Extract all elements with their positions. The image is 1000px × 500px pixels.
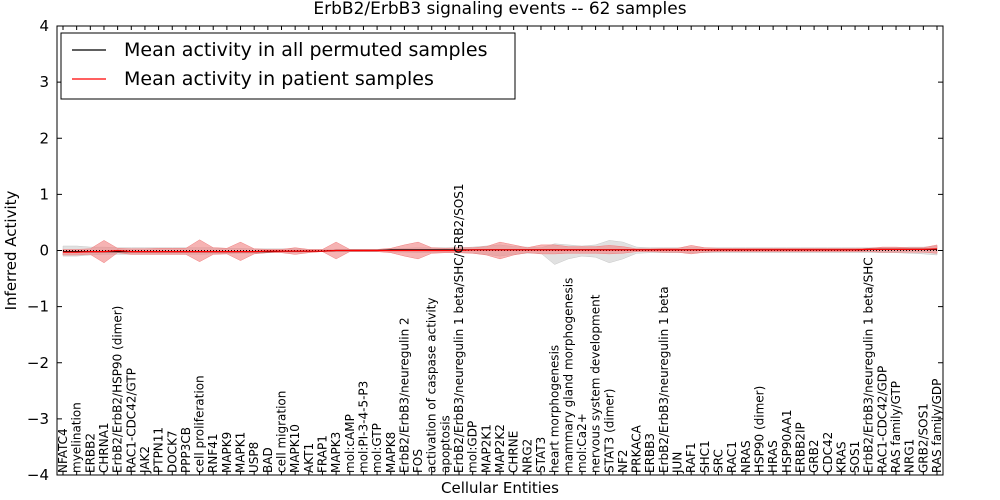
- x-tick-label: ErbB2/ErbB3/neuregulin 2: [397, 317, 411, 473]
- x-tick-label: MAP2K2: [493, 424, 507, 473]
- x-tick-label: ErbB2/ErbB3/neuregulin 1 beta/SHC/GRB2/S…: [452, 183, 466, 473]
- x-tick-label: NRG2: [520, 439, 534, 473]
- x-tick-label: MAPK1: [234, 432, 248, 473]
- x-tick-label: mol:Ca2+: [575, 413, 589, 473]
- y-tick-label: −3: [27, 410, 49, 428]
- x-tick-label: NFATC4: [56, 428, 70, 473]
- x-tick-label: mol:GDP: [466, 421, 480, 473]
- chart-title: ErbB2/ErbB3 signaling events -- 62 sampl…: [313, 0, 686, 19]
- legend-label: Mean activity in all permuted samples: [124, 39, 487, 61]
- x-tick-label: MAPK8: [384, 432, 398, 473]
- x-tick-label: CHRNE: [507, 431, 521, 473]
- x-tick-label: NRG1: [903, 439, 917, 473]
- line-patient: [63, 248, 938, 253]
- x-axis-label: Cellular Entities: [441, 479, 559, 497]
- x-tick-label: RNF41: [206, 434, 220, 474]
- x-tick-label: HSP90 (dimer): [752, 386, 766, 473]
- x-tick-label: USP8: [247, 442, 261, 473]
- x-tick-label: myelination: [70, 402, 84, 473]
- y-tick-label: 0: [39, 242, 49, 260]
- x-tick-label: GRB2: [807, 439, 821, 473]
- x-tick-label: NRAS: [739, 440, 753, 473]
- x-tick-label: ERBB3: [643, 433, 657, 473]
- plot-frame: [56, 25, 944, 476]
- x-tick-label: RAS family/GDP: [930, 379, 944, 473]
- x-tick-label: AKT1: [302, 443, 316, 473]
- x-tick-label: ErbB2/ErbB3/neuregulin 1 beta: [657, 286, 671, 473]
- x-tick-label: heart morphogenesis: [548, 345, 562, 473]
- x-tick-label: JAK2: [138, 446, 152, 474]
- x-tick-label: HRAS: [766, 440, 780, 473]
- x-tick-label: SOS1: [848, 441, 862, 473]
- x-tick-label: PPP3CB: [179, 427, 193, 473]
- x-tick-label: RAC1: [725, 441, 739, 473]
- x-tick-label: RAF1: [684, 442, 698, 473]
- x-tick-label: RAS family/GTP: [889, 381, 903, 473]
- x-tick-label: mol:PI-3-4-5-P3: [356, 381, 370, 473]
- x-tick-label: CHRNA1: [97, 422, 111, 473]
- x-tick-label: mol:cAMP: [343, 414, 357, 473]
- x-tick-label: ERBB2: [83, 433, 97, 473]
- x-tick-label: MAPK3: [329, 432, 343, 473]
- x-tick-label: FRAP1: [315, 435, 329, 473]
- x-tick-label: NF2: [616, 449, 630, 473]
- x-tick-label: SHC1: [698, 440, 712, 473]
- confidence-bands: [62, 239, 938, 265]
- legend-box: [60, 32, 516, 100]
- series-lines: [63, 248, 938, 253]
- x-tick-label: mammary gland morphogenesis: [561, 278, 575, 473]
- x-tick-label: nervous system development: [589, 294, 603, 473]
- x-tick-label: DOCK7: [165, 430, 179, 473]
- x-ticks: NFATC4 myelination ERBB2 CHRNA1 ErbB2/ErbB2/…: [56, 26, 944, 475]
- x-tick-label: MAPK9: [220, 432, 234, 473]
- x-tick-label: activation of caspase activity: [425, 298, 439, 473]
- y-tick-label: −1: [27, 298, 49, 316]
- y-tick-label: 4: [39, 17, 49, 35]
- x-tick-label: GRB2/SOS1: [916, 403, 930, 473]
- x-tick-label: ErbB2/ErbB3/neuregulin 1 beta/SHC: [862, 257, 876, 473]
- y-axis-label: Inferred Activity: [2, 190, 20, 310]
- legend-label: Mean activity in patient samples: [124, 68, 434, 90]
- y-tick-label: 3: [39, 73, 49, 91]
- x-tick-label: BAD: [261, 447, 275, 473]
- x-tick-label: RAC1-CDC42/GTP: [124, 368, 138, 473]
- x-tick-label: MAP2K1: [479, 424, 493, 473]
- y-ticks: 4 3 2 1 0 −1 −2 −3 −4: [27, 17, 943, 484]
- x-tick-label: KRAS: [834, 441, 848, 473]
- x-tick-label: SRC: [712, 449, 726, 473]
- x-tick-label: PTPN11: [152, 427, 166, 473]
- y-tick-label: −4: [27, 466, 49, 484]
- x-tick-label: cell migration: [275, 391, 289, 473]
- x-tick-label: cell proliferation: [193, 375, 207, 473]
- x-tick-label: CDC42: [821, 432, 835, 473]
- x-tick-label: ERBB2IP: [793, 422, 807, 473]
- x-tick-label: ErbB2/ErbB2/HSP90 (dimer): [111, 306, 125, 473]
- x-tick-label: STAT3: [534, 437, 548, 473]
- x-tick-label: MAPK10: [288, 424, 302, 473]
- x-tick-label: HSP90AA1: [780, 409, 794, 473]
- x-tick-label: FOS: [411, 449, 425, 473]
- x-tick-label: PRKACA: [630, 424, 644, 473]
- y-tick-label: 2: [39, 129, 49, 147]
- x-tick-label: STAT3 (dimer): [602, 389, 616, 473]
- y-tick-label: −2: [27, 354, 49, 372]
- band-patient: [62, 239, 938, 264]
- x-tick-label: RAC1-CDC42/GDP: [875, 366, 889, 473]
- legend: Mean activity in all permuted samples Mea…: [60, 32, 516, 100]
- x-tick-label: JUN: [671, 452, 685, 474]
- x-tick-label: apoptosis: [438, 415, 452, 473]
- x-tick-label: mol:GTP: [370, 423, 384, 473]
- y-tick-label: 1: [39, 185, 49, 203]
